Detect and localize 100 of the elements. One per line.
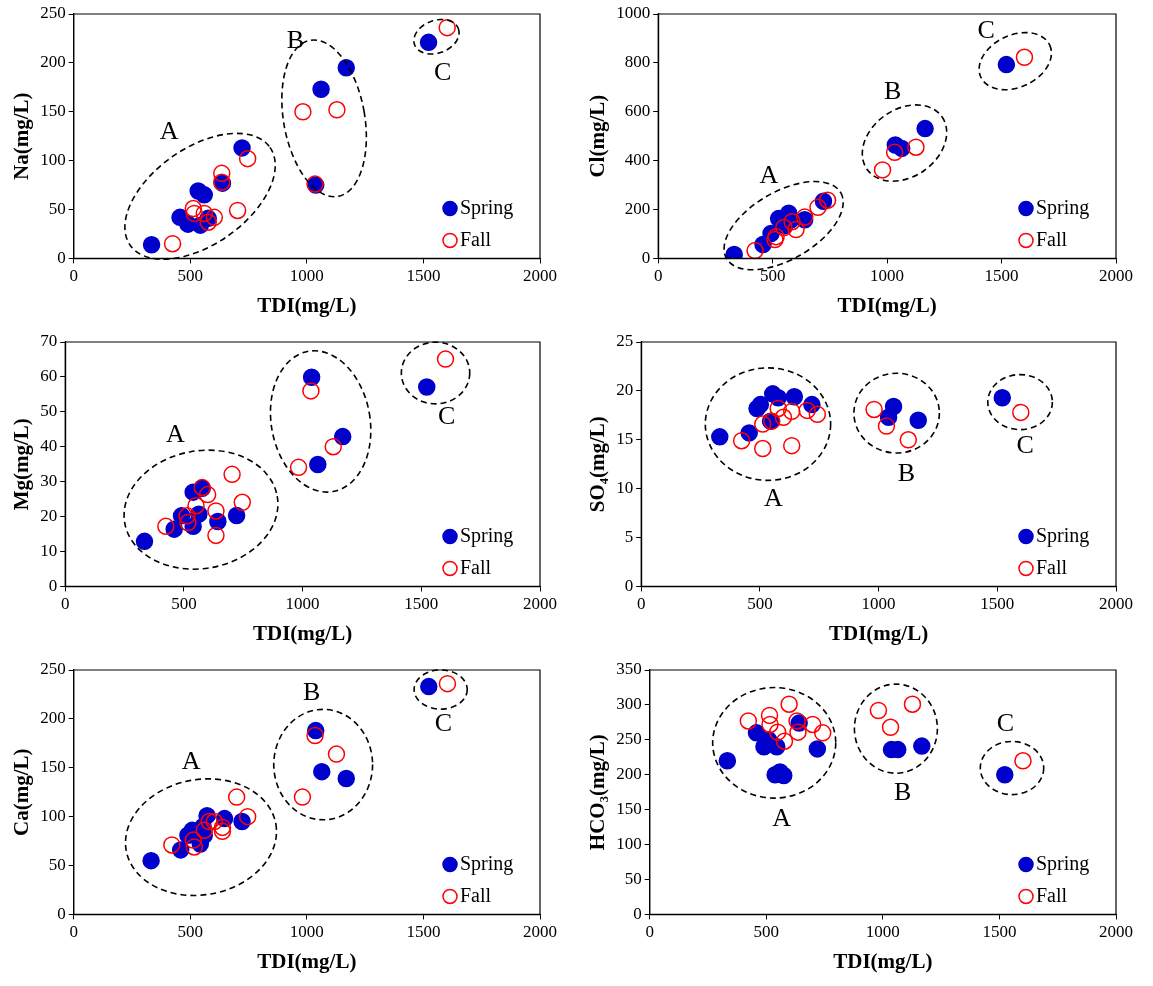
legend-label: Fall <box>460 227 492 250</box>
y-tick-label: 250 <box>40 3 66 23</box>
annotation: B <box>897 457 916 487</box>
y-tick-label: 40 <box>40 436 58 456</box>
y-tick-label: 200 <box>40 52 66 72</box>
annotation: A <box>181 745 201 775</box>
legend-label: Fall <box>460 883 492 906</box>
y-axis-title: Ca(mg/L) <box>9 748 34 836</box>
x-axis-title: TDI(mg/L) <box>253 620 353 645</box>
x-tick-label: 2000 <box>1099 922 1133 942</box>
y-tick-label: 400 <box>624 150 651 170</box>
x-tick-label: 1500 <box>406 266 441 286</box>
y-tick-label: 50 <box>624 868 642 888</box>
y-tick-label: 5 <box>624 526 634 546</box>
x-tick-label: 1000 <box>289 266 324 286</box>
x-tick-label: 1000 <box>289 922 324 942</box>
annotation: A <box>764 483 784 513</box>
y-tick-label: 0 <box>57 247 66 267</box>
y-axis-title: Na(mg/L) <box>9 92 34 180</box>
y-tick-label: 0 <box>48 575 58 595</box>
x-axis-title: TDI(mg/L) <box>257 292 357 317</box>
y-tick-label: 300 <box>616 694 642 714</box>
annotation: B <box>286 25 305 55</box>
y-tick-label: 30 <box>40 471 58 491</box>
legend-label: Spring <box>1036 523 1090 547</box>
y-tick-label: 600 <box>624 101 651 121</box>
y-tick-label: 100 <box>616 834 642 854</box>
annotation: C <box>434 707 453 737</box>
y-tick-label: 60 <box>40 366 58 386</box>
y-axis-title: Mg(mg/L) <box>9 418 34 511</box>
x-tick-label: 2000 <box>1099 594 1133 614</box>
legend-label: Fall <box>1036 883 1068 906</box>
y-tick-label: 70 <box>40 331 58 351</box>
annotation: C <box>1016 430 1034 460</box>
x-tick-label: 1500 <box>404 594 439 614</box>
y-tick-label: 150 <box>40 757 66 777</box>
x-tick-label: 500 <box>177 922 204 942</box>
y-tick-label: 0 <box>57 903 66 923</box>
annotation: A <box>165 418 185 448</box>
y-tick-label: 0 <box>641 247 651 267</box>
annotation: B <box>883 76 902 106</box>
x-tick-label: 2000 <box>523 922 557 942</box>
x-tick-label: 1000 <box>870 266 905 286</box>
y-tick-label: 50 <box>48 198 66 218</box>
annotation: A <box>759 159 779 189</box>
legend-label: Spring <box>1036 851 1090 875</box>
y-tick-label: 10 <box>616 478 634 498</box>
x-tick-label: 2000 <box>523 266 557 286</box>
x-tick-label: 1500 <box>982 922 1017 942</box>
y-axis-title: Cl(mg/L) <box>585 94 610 178</box>
y-tick-label: 25 <box>616 331 634 351</box>
y-tick-label: 20 <box>616 380 634 400</box>
x-tick-label: 2000 <box>1099 266 1133 286</box>
x-tick-label: 1000 <box>861 594 896 614</box>
y-tick-label: 100 <box>40 150 66 170</box>
x-tick-label: 500 <box>171 594 197 614</box>
y-tick-label: 800 <box>624 52 651 72</box>
x-tick-label: 1000 <box>865 922 900 942</box>
annotation: B <box>303 677 321 707</box>
x-tick-label: 1500 <box>980 594 1015 614</box>
legend-label: Spring <box>460 523 514 547</box>
x-tick-label: 1000 <box>285 594 320 614</box>
legend-label: Spring <box>460 851 514 875</box>
x-tick-label: 500 <box>759 266 786 286</box>
legend-label: Fall <box>460 555 492 578</box>
y-tick-label: 200 <box>40 708 66 728</box>
y-axis-title: HCO₃(mg/L) <box>585 734 610 851</box>
y-tick-label: 150 <box>616 799 642 819</box>
y-tick-label: 15 <box>616 429 634 449</box>
annotation: B <box>894 776 912 806</box>
x-tick-label: 1500 <box>406 922 441 942</box>
y-tick-label: 350 <box>616 659 642 679</box>
annotation: C <box>434 57 452 87</box>
y-axis-title: SO₄(mg/L) <box>585 416 610 513</box>
x-tick-label: 2000 <box>523 594 557 614</box>
y-tick-label: 0 <box>624 575 634 595</box>
y-tick-label: 200 <box>616 764 642 784</box>
x-axis-title: TDI(mg/L) <box>829 620 929 645</box>
y-tick-label: 0 <box>633 903 642 923</box>
y-tick-label: 150 <box>40 101 66 121</box>
x-axis-title: TDI(mg/L) <box>833 948 933 973</box>
y-tick-label: 50 <box>40 401 58 421</box>
x-axis-title: TDI(mg/L) <box>257 948 357 973</box>
y-tick-label: 100 <box>40 806 66 826</box>
annotation: C <box>996 708 1015 738</box>
y-tick-label: 200 <box>624 198 651 218</box>
legend-label: Fall <box>1036 227 1068 250</box>
y-tick-label: 250 <box>616 729 642 749</box>
x-tick-label: 500 <box>747 594 773 614</box>
annotation: C <box>438 401 456 431</box>
x-tick-label: 500 <box>753 922 780 942</box>
x-axis-title: TDI(mg/L) <box>837 292 937 317</box>
y-tick-label: 20 <box>40 506 58 526</box>
y-tick-label: 250 <box>40 659 66 679</box>
y-tick-label: 1000 <box>616 3 651 23</box>
annotation: A <box>772 803 792 833</box>
legend-label: Spring <box>460 195 514 219</box>
annotation: A <box>159 116 179 146</box>
x-tick-label: 1500 <box>984 266 1019 286</box>
y-tick-label: 50 <box>48 854 66 874</box>
